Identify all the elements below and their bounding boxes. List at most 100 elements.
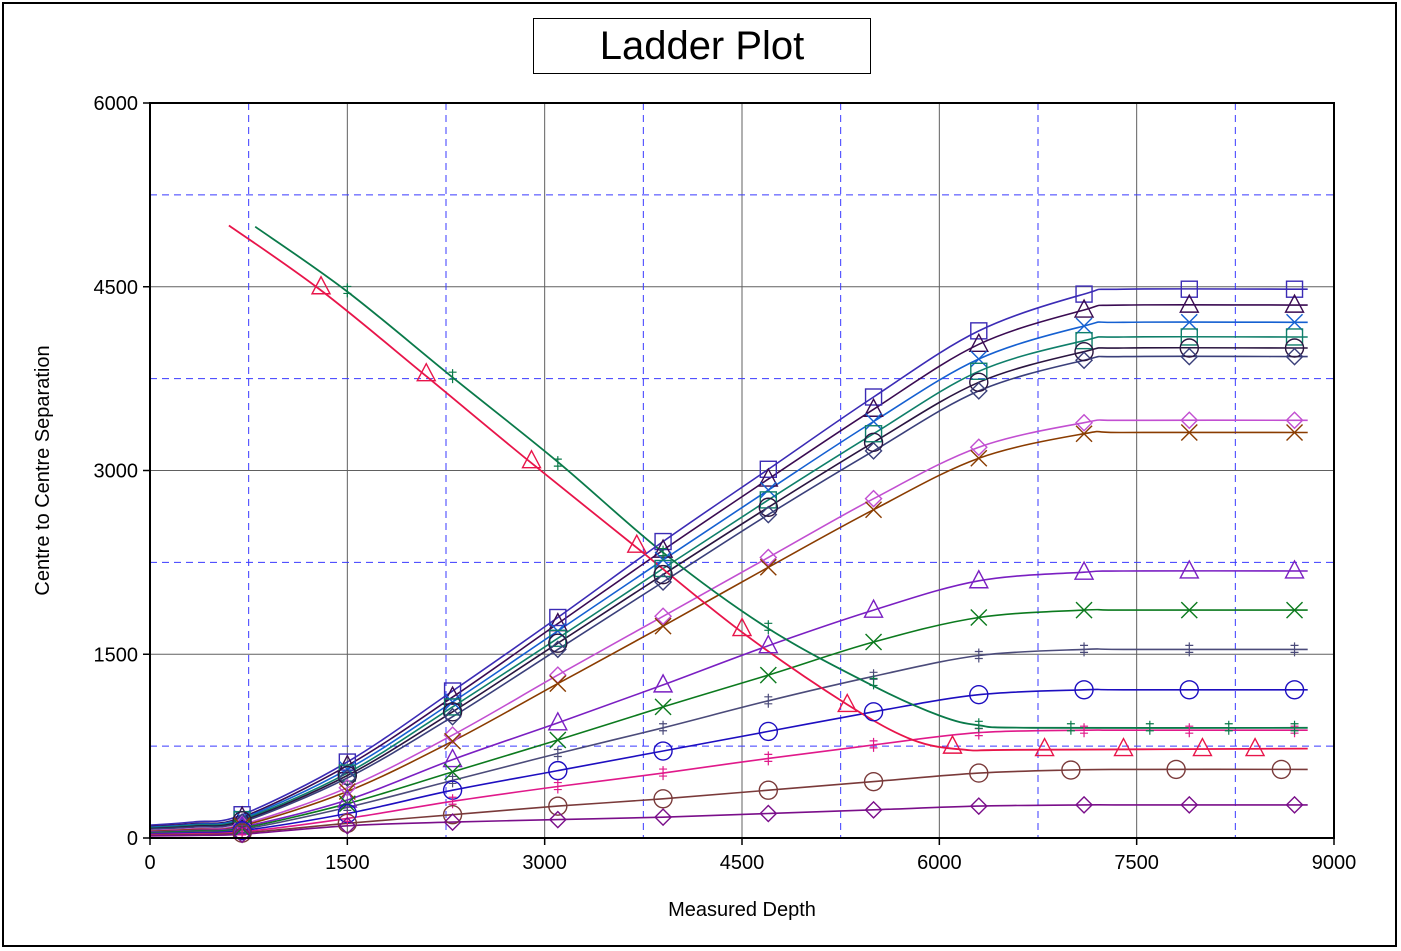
x-marker: [1075, 317, 1093, 335]
plus-marker: [1066, 720, 1075, 735]
square-marker: [1075, 331, 1093, 350]
x-tick-label: 0: [144, 852, 155, 874]
plus-marker: [1290, 720, 1299, 735]
diamond-marker: [1075, 795, 1094, 814]
plus-marker: [553, 779, 562, 794]
triangle-marker: [863, 598, 884, 618]
series-line: [149, 288, 1308, 826]
triangle-marker: [968, 332, 989, 353]
plus-marker: [1080, 723, 1089, 738]
circle-marker: [1284, 680, 1305, 700]
x-tick-label: 6000: [917, 852, 962, 874]
square-marker: [1180, 328, 1198, 346]
diamond-marker: [443, 813, 462, 832]
x-tick-label: 7500: [1114, 852, 1159, 874]
circle-marker: [1271, 759, 1292, 780]
diamond-marker: [1180, 411, 1199, 430]
triangle-marker: [1073, 298, 1095, 318]
x-marker: [970, 350, 988, 368]
x-marker: [1075, 601, 1093, 619]
x-marker: [1180, 601, 1198, 619]
circle-marker: [548, 796, 568, 816]
square-marker: [970, 362, 988, 380]
series-line: [149, 430, 1308, 833]
diamond-marker: [1285, 411, 1304, 430]
triangle-marker: [1192, 737, 1213, 757]
y-tick-label: 3000: [94, 461, 139, 483]
plus-marker: [659, 720, 668, 735]
x-marker: [970, 449, 988, 467]
square-marker: [1180, 280, 1198, 298]
x-marker: [549, 731, 567, 749]
triangle-marker: [942, 734, 963, 754]
square-marker: [1075, 285, 1093, 303]
triangle-marker: [416, 362, 437, 382]
diamond-marker: [1180, 795, 1199, 814]
y-tick-label: 6000: [94, 93, 139, 115]
diamond-marker: [759, 505, 778, 524]
circle-marker: [653, 564, 673, 585]
x-tick-label: 1500: [325, 852, 370, 874]
x-marker: [759, 558, 777, 576]
triangle-marker: [758, 467, 779, 487]
plus-marker: [1185, 723, 1194, 738]
diamond-marker: [548, 640, 567, 659]
x-marker: [1286, 601, 1304, 619]
series-line-descending: [228, 224, 1308, 752]
plus-marker: [764, 620, 773, 635]
circle-marker: [969, 684, 989, 705]
x-marker: [444, 732, 462, 750]
series-line: [149, 768, 1308, 837]
diamond-marker: [654, 808, 673, 827]
diamond-marker: [864, 800, 883, 819]
y-tick-label: 4500: [94, 277, 139, 299]
circle-marker: [1074, 341, 1094, 362]
triangle-marker: [1244, 737, 1266, 757]
x-tick-label: 3000: [522, 852, 567, 874]
plus-marker: [1185, 642, 1194, 657]
triangle-marker: [547, 711, 568, 731]
plus-marker: [553, 746, 562, 761]
plus-marker: [869, 737, 878, 752]
square-marker: [864, 388, 883, 406]
circle-marker: [337, 765, 358, 786]
triangle-marker: [758, 634, 779, 654]
triangle-marker: [652, 673, 674, 693]
triangle-marker: [442, 685, 463, 705]
x-marker: [654, 698, 672, 716]
diamond-marker: [969, 438, 988, 457]
plus-marker: [974, 718, 983, 733]
x-marker: [865, 633, 883, 651]
circle-marker: [863, 771, 884, 792]
diamond-marker: [969, 381, 988, 400]
triangle-marker: [1073, 560, 1095, 580]
triangle-marker: [521, 449, 542, 469]
circle-marker: [758, 780, 779, 800]
x-marker: [444, 693, 462, 711]
plus-marker: [764, 751, 773, 766]
diamond-marker: [654, 607, 673, 626]
x-marker: [1075, 425, 1093, 443]
diamond-marker: [443, 726, 462, 745]
diamond-marker: [864, 441, 883, 460]
triangle-marker: [1113, 737, 1134, 757]
square-marker: [759, 491, 778, 509]
diamond-marker: [969, 797, 988, 816]
plus-marker: [869, 675, 878, 690]
diamond-marker: [1075, 413, 1094, 432]
diamond-marker: [654, 572, 673, 591]
triangle-marker: [837, 692, 858, 713]
diamond-marker: [338, 768, 357, 787]
triangle-marker: [1179, 293, 1200, 313]
series-line: [149, 570, 1308, 833]
diamond-marker: [1180, 347, 1199, 366]
triangle-marker: [1284, 559, 1305, 579]
circle-marker: [653, 789, 673, 809]
circle-marker: [1179, 680, 1199, 700]
series-line: [149, 648, 1308, 835]
plus-marker: [448, 773, 457, 788]
circle-marker: [548, 633, 568, 653]
diamond-marker: [233, 825, 252, 844]
y-axis-label: Centre to Centre Separation: [32, 345, 54, 595]
